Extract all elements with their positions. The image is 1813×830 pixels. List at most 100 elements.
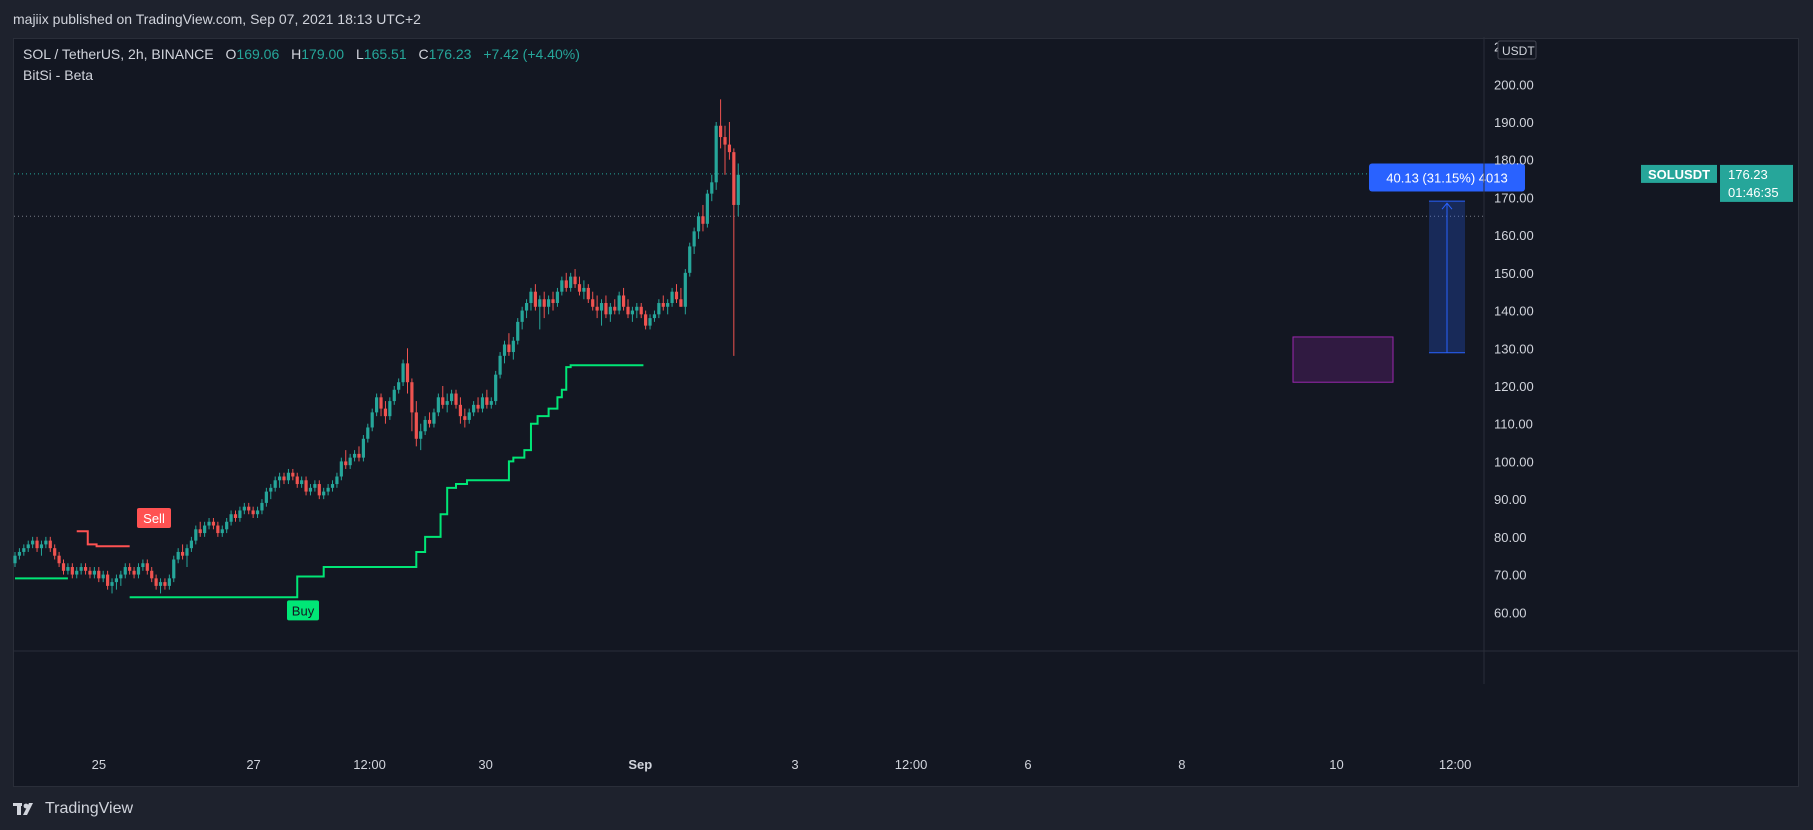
candle [211, 517, 216, 530]
candle-body [176, 551, 180, 560]
candle [599, 299, 604, 326]
price-tick-label: 100.00 [1494, 454, 1534, 469]
candle [304, 476, 308, 496]
candle [255, 506, 260, 518]
candle-body [560, 280, 564, 292]
candle-body [211, 521, 216, 526]
candle-body [599, 303, 604, 311]
candle [617, 291, 621, 315]
buy-signal-text: Buy [292, 603, 315, 618]
candle-body [13, 555, 17, 564]
symbol-name[interactable]: SOL / TetherUS, 2h, BINANCE [23, 46, 214, 62]
candle-body [547, 299, 551, 307]
candle [688, 242, 692, 277]
candle-body [489, 401, 493, 405]
candle-body [97, 570, 101, 579]
candle-body [657, 303, 661, 315]
high-value: 179.00 [301, 46, 345, 62]
candle-body [260, 502, 264, 511]
candle [683, 269, 687, 315]
candle [480, 393, 485, 413]
price-tick-label: 60.00 [1494, 605, 1527, 620]
time-tick-label: 12:00 [895, 757, 928, 772]
price-axis[interactable]: 60.00 70.00 80.00 90.00 100.00 110.00 120.00 13… [1483, 37, 1537, 684]
candle-body [198, 529, 202, 534]
price-chart[interactable]: 40.13 (31.15%) 4013 Sell Buy 60.0070.0080… [0, 0, 1813, 787]
highlight-rectangle[interactable] [1292, 336, 1394, 383]
candle [308, 484, 313, 496]
candle [158, 578, 163, 594]
candle [295, 472, 299, 488]
candle-body [295, 476, 299, 485]
tradingview-logo[interactable]: TradingView [13, 800, 133, 818]
candle-body [613, 306, 617, 311]
candle [595, 295, 599, 319]
stop-lines [15, 364, 644, 599]
candle [83, 563, 88, 575]
chart-pane[interactable] [13, 38, 1799, 787]
candle [220, 525, 224, 537]
close-label: C [418, 46, 429, 62]
candle-body [648, 318, 652, 326]
candle-body [732, 152, 736, 205]
time-axis[interactable]: 25 27 12:00 30 Sep 3 12:00 6 8 10 12:00 [14, 650, 1798, 772]
candle-body [467, 412, 471, 420]
candle [330, 480, 335, 492]
candle-body [247, 506, 251, 511]
candle-body [233, 514, 238, 518]
time-tick-label: 3 [791, 757, 798, 772]
candle-body [242, 506, 246, 511]
candle-body [401, 363, 405, 383]
candle-body [639, 306, 643, 315]
candle [388, 397, 392, 420]
currency-button[interactable] [1497, 40, 1537, 60]
price-tick-label: 130.00 [1494, 341, 1534, 356]
brand-name: TradingView [45, 800, 134, 817]
candle-body [110, 582, 114, 586]
candle [405, 348, 410, 394]
candle [692, 227, 696, 254]
candle [53, 544, 57, 560]
candle-body [238, 510, 242, 518]
candle-body [141, 563, 145, 568]
candle-body [414, 412, 418, 439]
drawing-overlays[interactable]: 40.13 (31.15%) 4013 [1292, 163, 1525, 383]
candle-body [591, 299, 595, 307]
candle [604, 295, 608, 319]
candle [180, 544, 185, 560]
candle-body [714, 125, 718, 183]
candle-body [326, 487, 330, 492]
candle [114, 574, 119, 590]
candle [719, 99, 723, 149]
candle-body [322, 491, 326, 496]
indicator-legend[interactable]: BitSi - Beta [23, 67, 94, 83]
candle-body [427, 419, 432, 424]
candle [35, 536, 39, 552]
candle-body [83, 567, 88, 571]
candle [106, 570, 110, 590]
candle-body [207, 521, 211, 526]
candle [31, 536, 35, 549]
candle [714, 121, 718, 190]
candle [119, 570, 123, 586]
candle-body [617, 295, 621, 311]
candle-body [564, 280, 568, 288]
price-tick-label: 150.00 [1494, 266, 1534, 281]
candle [110, 578, 114, 594]
sell-signal-text: Sell [143, 511, 165, 526]
candle-body [538, 299, 542, 307]
candle [454, 389, 458, 409]
time-tick-label: 8 [1178, 757, 1185, 772]
last-price-box [1720, 164, 1793, 202]
candle-body [335, 476, 339, 485]
candle [92, 567, 96, 579]
candle [467, 408, 471, 424]
candle [494, 370, 498, 405]
candle [569, 272, 573, 292]
candle-body [70, 567, 74, 575]
candle [516, 318, 520, 345]
candle-body [189, 540, 193, 549]
candle-body [158, 582, 163, 586]
candle [736, 163, 740, 217]
candle [529, 287, 533, 311]
